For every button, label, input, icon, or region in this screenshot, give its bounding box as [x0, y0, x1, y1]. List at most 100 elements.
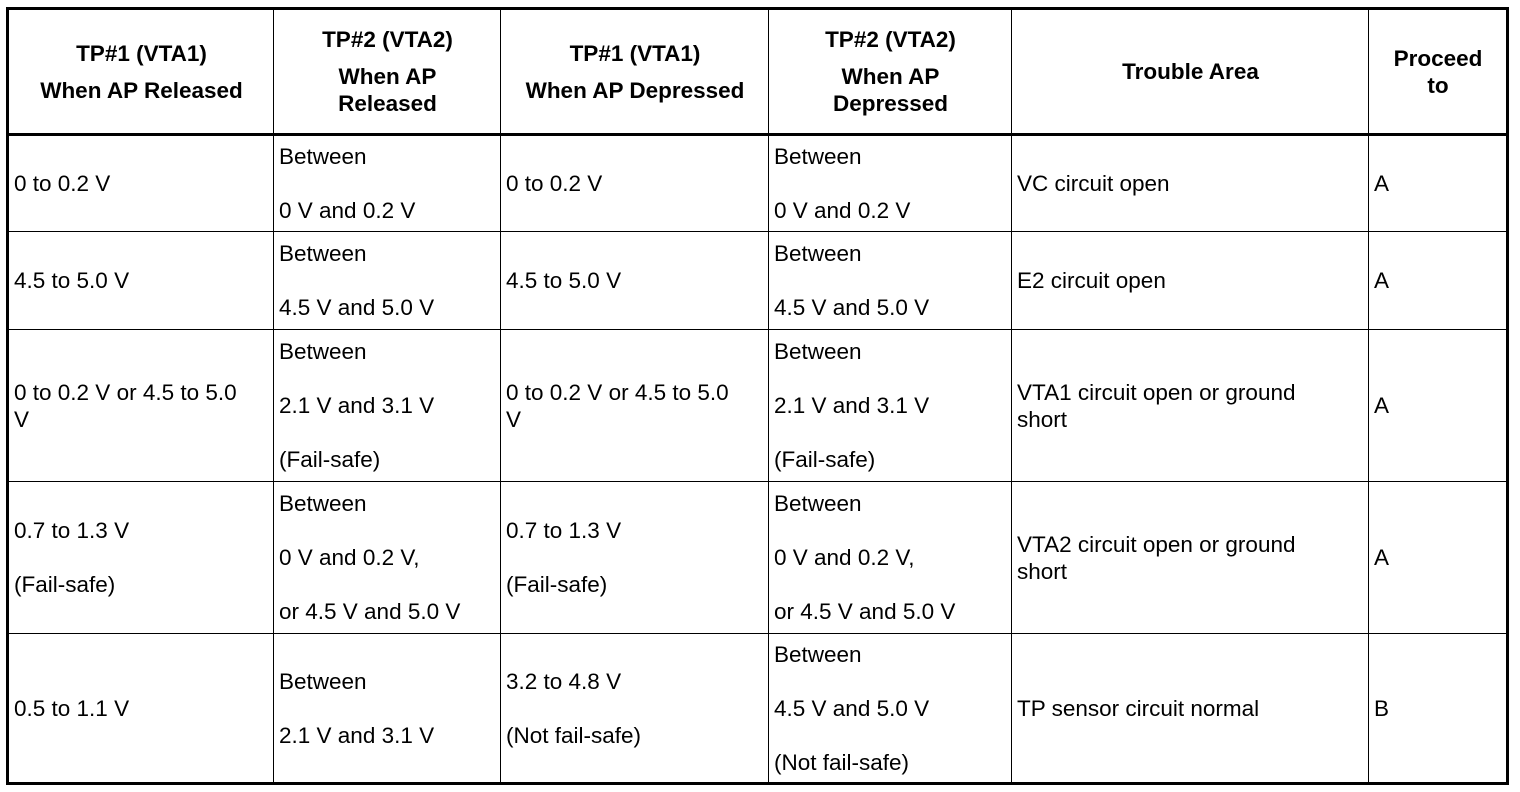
cell-proceed-to: B — [1368, 633, 1508, 784]
cell-line: 4.5 to 5.0 V — [14, 268, 130, 293]
cell-tp1-depressed: 3.2 to 4.8 V (Not fail-safe) — [500, 633, 769, 784]
cell-line: A — [1374, 171, 1390, 196]
cell-line: 0 V and 0.2 V, — [279, 545, 420, 570]
cell-line: (Fail-safe) — [14, 572, 116, 597]
cell-line: Between — [279, 668, 367, 694]
cell-line: Between — [279, 241, 367, 266]
header-spacer — [506, 67, 764, 77]
cell-spacer — [774, 170, 1007, 197]
cell-line: (Fail-safe) — [506, 572, 608, 597]
cell-tp2-depressed: Between 4.5 V and 5.0 V — [768, 231, 1012, 330]
header-tp1-released: TP#1 (VTA1) When AP Released — [7, 8, 274, 136]
cell-line: 0 V and 0.2 V — [279, 198, 416, 223]
cell-line: (Not fail-safe) — [774, 749, 910, 775]
cell-trouble-area: VC circuit open — [1011, 134, 1369, 232]
cell-tp1-released: 4.5 to 5.0 V — [7, 231, 274, 330]
header-spacer — [279, 53, 496, 63]
header-line: When AP Released — [40, 77, 243, 103]
cell-spacer — [279, 517, 496, 544]
cell-tp1-released: 0 to 0.2 V or 4.5 to 5.0 V — [7, 329, 274, 482]
cell-spacer — [279, 267, 496, 294]
header-line: When AP Depressed — [525, 77, 745, 103]
header-tp2-released: TP#2 (VTA2) When AP Released — [273, 8, 501, 136]
header-line: to — [1427, 72, 1449, 98]
cell-spacer — [774, 571, 1007, 598]
cell-tp2-released: Between 2.1 V and 3.1 V (Fail-safe) — [273, 329, 501, 482]
cell-line: short — [1017, 558, 1068, 584]
cell-line: or 4.5 V and 5.0 V — [279, 599, 461, 624]
cell-line: (Fail-safe) — [279, 447, 381, 472]
cell-proceed-to: A — [1368, 329, 1508, 482]
cell-line: V — [14, 406, 30, 432]
cell-tp1-depressed: 0 to 0.2 V — [500, 134, 769, 232]
cell-line: 2.1 V and 3.1 V — [774, 393, 930, 418]
header-line: TP#2 (VTA2) — [322, 27, 453, 52]
cell-line: A — [1374, 268, 1390, 293]
cell-spacer — [14, 544, 269, 571]
cell-spacer — [774, 517, 1007, 544]
table-row: 0 to 0.2 V or 4.5 to 5.0 V Between 2.1 V… — [7, 329, 1508, 482]
cell-tp2-released: Between 0 V and 0.2 V, or 4.5 V and 5.0 … — [273, 481, 501, 634]
cell-tp2-depressed: Between 0 V and 0.2 V — [768, 134, 1012, 232]
cell-tp2-released: Between 4.5 V and 5.0 V — [273, 231, 501, 330]
header-line: When AP — [338, 64, 437, 89]
cell-spacer — [279, 695, 496, 722]
cell-spacer — [774, 668, 1007, 695]
cell-line: or 4.5 V and 5.0 V — [774, 599, 956, 624]
cell-line: (Fail-safe) — [774, 447, 876, 472]
cell-spacer — [279, 170, 496, 197]
cell-line: (Not fail-safe) — [506, 722, 642, 748]
cell-line: 0 to 0.2 V or 4.5 to 5.0 — [506, 379, 729, 405]
cell-line: A — [1374, 393, 1390, 418]
cell-line: 4.5 V and 5.0 V — [279, 295, 435, 320]
cell-spacer — [774, 365, 1007, 392]
cell-proceed-to: A — [1368, 134, 1508, 232]
table-row: 0 to 0.2 V Between 0 V and 0.2 V 0 to 0.… — [7, 134, 1508, 232]
cell-line: short — [1017, 406, 1068, 432]
cell-line: A — [1374, 545, 1390, 570]
cell-spacer — [279, 419, 496, 446]
cell-tp1-depressed: 0 to 0.2 V or 4.5 to 5.0 V — [500, 329, 769, 482]
cell-line: V — [506, 406, 522, 432]
cell-spacer — [279, 571, 496, 598]
cell-tp1-released: 0.7 to 1.3 V (Fail-safe) — [7, 481, 274, 634]
cell-tp1-depressed: 4.5 to 5.0 V — [500, 231, 769, 330]
cell-line: 0 V and 0.2 V — [774, 198, 911, 223]
cell-trouble-area: E2 circuit open — [1011, 231, 1369, 330]
cell-tp2-depressed: Between 0 V and 0.2 V, or 4.5 V and 5.0 … — [768, 481, 1012, 634]
cell-line: 0 to 0.2 V — [14, 171, 111, 196]
cell-line: VC circuit open — [1017, 171, 1170, 196]
cell-proceed-to: A — [1368, 231, 1508, 330]
cell-line: E2 circuit open — [1017, 268, 1166, 293]
cell-line: 0.7 to 1.3 V — [14, 518, 130, 543]
cell-trouble-area: VTA1 circuit open or ground short — [1011, 329, 1369, 482]
table-row: 4.5 to 5.0 V Between 4.5 V and 5.0 V 4.5… — [7, 231, 1508, 330]
cell-line: 0 to 0.2 V — [506, 171, 603, 196]
header-line: TP#1 (VTA1) — [569, 40, 701, 66]
header-spacer — [774, 53, 1007, 63]
header-line: TP#1 (VTA1) — [76, 40, 207, 66]
header-line: Released — [338, 91, 437, 116]
header-line: TP#2 (VTA2) — [825, 27, 956, 52]
cell-spacer — [506, 695, 764, 722]
cell-tp1-released: 0 to 0.2 V — [7, 134, 274, 232]
cell-line: 2.1 V and 3.1 V — [279, 722, 435, 748]
cell-trouble-area: VTA2 circuit open or ground short — [1011, 481, 1369, 634]
cell-line: 4.5 V and 5.0 V — [774, 695, 930, 721]
header-line: Proceed — [1393, 45, 1483, 71]
cell-line: 0.5 to 1.1 V — [14, 695, 130, 721]
cell-tp2-released: Between 0 V and 0.2 V — [273, 134, 501, 232]
cell-line: Between — [279, 491, 367, 516]
cell-spacer — [774, 722, 1007, 749]
cell-line: Between — [774, 144, 862, 169]
cell-line: 2.1 V and 3.1 V — [279, 393, 435, 418]
header-proceed-to: Proceed to — [1368, 8, 1508, 136]
diagnostic-table: TP#1 (VTA1) When AP Released TP#2 (VTA2)… — [6, 7, 1509, 785]
cell-spacer — [774, 419, 1007, 446]
cell-tp2-released: Between 2.1 V and 3.1 V — [273, 633, 501, 784]
cell-line: 4.5 to 5.0 V — [506, 268, 622, 293]
header-spacer — [14, 67, 269, 77]
header-line: When AP — [841, 64, 940, 89]
table-header: TP#1 (VTA1) When AP Released TP#2 (VTA2)… — [7, 8, 1508, 136]
cell-line: 0 to 0.2 V or 4.5 to 5.0 — [14, 379, 237, 405]
